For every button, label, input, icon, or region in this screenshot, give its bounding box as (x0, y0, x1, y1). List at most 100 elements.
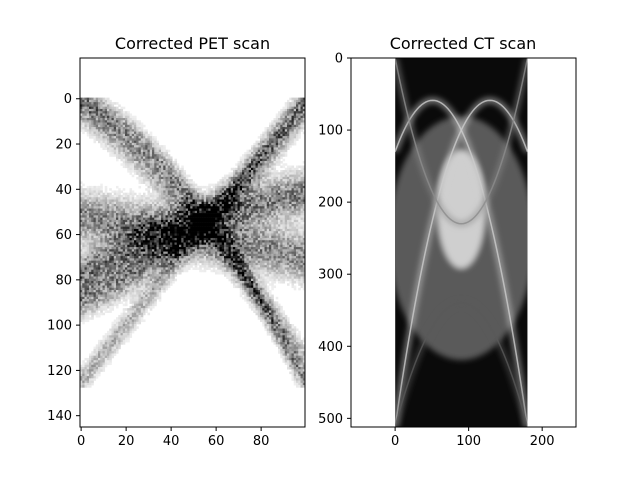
pet-pixel (181, 235, 184, 239)
pet-pixel (100, 124, 103, 128)
pet-pixel (248, 244, 252, 248)
pet-pixel (120, 204, 124, 207)
pet-pixel (264, 228, 268, 232)
pet-pixel (91, 124, 94, 128)
pet-pixel (194, 231, 198, 234)
pet-pixel (251, 226, 254, 230)
pet-pixel (167, 194, 171, 198)
pet-pixel (131, 222, 135, 225)
pet-pixel (161, 233, 164, 236)
pet-pixel (260, 154, 263, 157)
pet-pixel (287, 188, 290, 191)
pet-pixel (80, 117, 83, 121)
pet-pixel (109, 215, 112, 218)
pet-pixel (282, 208, 286, 212)
pet-pixel (289, 242, 292, 246)
pet-pixel (111, 199, 115, 203)
pet-pixel (275, 140, 279, 144)
pet-pixel (118, 217, 121, 221)
pet-pixel (271, 228, 274, 232)
pet-pixel (91, 122, 94, 126)
pet-pixel (145, 158, 148, 162)
pet-pixel (174, 228, 178, 232)
pet-pixel (113, 251, 117, 255)
pet-pixel (95, 224, 99, 227)
pet-pixel (116, 206, 119, 209)
pet-pixel (138, 179, 142, 182)
pet-pixel (233, 204, 236, 207)
pet-pixel (116, 215, 119, 218)
pet-pixel (165, 213, 169, 216)
pet-pixel (273, 253, 277, 257)
pet-pixel (82, 258, 85, 261)
pet-pixel (149, 199, 153, 203)
pet-pixel (104, 111, 108, 114)
pet-pixel (98, 136, 101, 139)
pet-pixel (275, 127, 279, 130)
pet-pixel (152, 192, 155, 196)
pet-pixel (264, 174, 268, 178)
pet-pixel (291, 122, 295, 126)
pet-pixel (158, 226, 162, 230)
pet-pixel (147, 253, 151, 257)
pet-pixel (264, 140, 268, 144)
pet-pixel (296, 188, 299, 191)
pet-pixel (181, 247, 184, 250)
pet-pixel (100, 183, 103, 187)
pet-pixel (89, 215, 92, 218)
pet-pixel (199, 258, 202, 261)
pet-pixel (273, 197, 277, 200)
pet-pixel (118, 237, 121, 241)
pet-pixel (273, 120, 277, 123)
pet-pixel (269, 131, 272, 135)
pet-pixel (174, 192, 178, 196)
pet-pixel (134, 149, 137, 153)
pet-pixel (284, 210, 288, 214)
pet-pixel (253, 233, 256, 236)
pet-pixel (192, 224, 196, 227)
pet-pixel (125, 129, 128, 132)
pet-pixel (289, 228, 292, 232)
pet-pixel (293, 170, 297, 173)
pet-pixel (120, 247, 124, 250)
pet-pixel (118, 256, 121, 259)
pet-pixel (147, 256, 151, 259)
pet-pixel (190, 219, 193, 223)
pet-pixel (145, 156, 148, 160)
pet-pixel (269, 136, 272, 139)
pet-pixel (120, 163, 124, 166)
pet-pixel (237, 179, 241, 182)
pet-pixel (239, 226, 243, 230)
pet-pixel (273, 129, 277, 132)
pet-pixel (102, 228, 106, 232)
pet-pixel (282, 117, 286, 121)
pet-pixel (248, 190, 252, 193)
pet-pixel (129, 197, 133, 200)
pet-pixel (158, 151, 162, 155)
pet-pixel (255, 237, 259, 241)
pet-pixel (113, 102, 117, 105)
pet-pixel (149, 149, 153, 153)
pet-pixel (86, 185, 90, 189)
pet-pixel (136, 256, 139, 259)
pet-pixel (302, 222, 306, 225)
pet-pixel (176, 206, 180, 209)
pet-pixel (181, 197, 184, 200)
pet-pixel (125, 154, 128, 157)
pet-pixel (109, 217, 112, 221)
pet-pixel (102, 97, 106, 101)
pet-pixel (80, 222, 83, 225)
pet-pixel (174, 226, 178, 230)
pet-pixel (86, 215, 90, 218)
pet-pixel (113, 208, 117, 212)
pet-pixel (129, 136, 133, 139)
pet-pixel (111, 235, 115, 239)
pet-pixel (266, 208, 270, 212)
pet-pixel (145, 181, 148, 184)
pet-pixel (289, 170, 292, 173)
pet-pixel (170, 235, 173, 239)
pet-pixel (89, 251, 92, 255)
pet-pixel (233, 233, 236, 236)
pet-pixel (109, 206, 112, 209)
pet-pixel (188, 251, 191, 255)
